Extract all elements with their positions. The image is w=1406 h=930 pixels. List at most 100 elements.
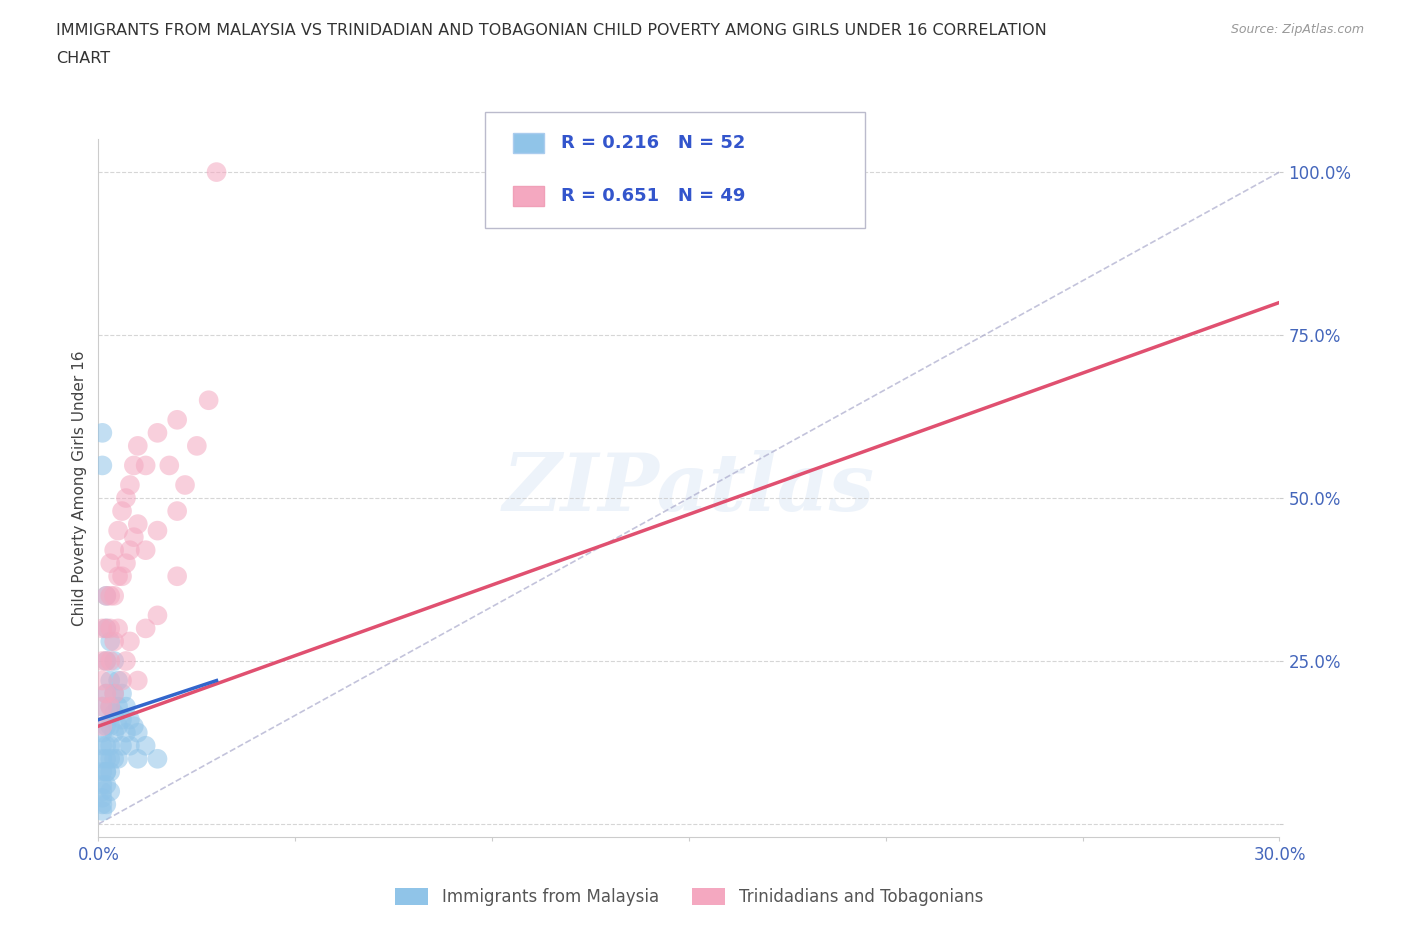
Text: R = 0.216   N = 52: R = 0.216 N = 52 — [561, 134, 745, 153]
Text: R = 0.651   N = 49: R = 0.651 N = 49 — [561, 187, 745, 206]
Point — [166, 412, 188, 427]
Point — [96, 686, 118, 701]
Point — [96, 751, 118, 766]
Point — [118, 738, 141, 753]
Point — [103, 634, 125, 649]
Point — [91, 764, 114, 779]
Point — [98, 764, 121, 779]
Point — [118, 634, 141, 649]
Point — [103, 706, 125, 721]
Point — [96, 621, 118, 636]
Point — [115, 491, 138, 506]
Point — [96, 621, 118, 636]
Point — [111, 569, 134, 584]
Point — [91, 777, 114, 792]
Point — [91, 719, 114, 734]
Point — [98, 654, 121, 669]
Point — [127, 438, 149, 453]
Point — [122, 530, 145, 545]
Point — [118, 712, 141, 727]
Text: ZIPatlas: ZIPatlas — [503, 449, 875, 527]
Point — [118, 543, 141, 558]
Point — [103, 725, 125, 740]
Point — [115, 654, 138, 669]
Point — [166, 504, 188, 519]
Point — [98, 621, 121, 636]
Point — [197, 392, 219, 407]
Point — [91, 738, 114, 753]
Point — [96, 764, 118, 779]
Point — [122, 458, 145, 472]
Point — [146, 751, 169, 766]
Point — [91, 458, 114, 472]
Point — [107, 569, 129, 584]
Point — [127, 517, 149, 532]
Point — [157, 458, 180, 472]
Point — [205, 165, 228, 179]
Y-axis label: Child Poverty Among Girls Under 16: Child Poverty Among Girls Under 16 — [72, 351, 87, 626]
Point — [103, 686, 125, 701]
Point — [91, 790, 114, 805]
Point — [107, 719, 129, 734]
Point — [96, 797, 118, 812]
Point — [98, 751, 121, 766]
Point — [98, 673, 121, 688]
Point — [96, 686, 118, 701]
Point — [107, 751, 129, 766]
Point — [98, 719, 121, 734]
Point — [98, 589, 121, 604]
Point — [107, 621, 129, 636]
Point — [98, 556, 121, 571]
Point — [107, 699, 129, 714]
Point — [174, 477, 197, 492]
Point — [103, 751, 125, 766]
Point — [103, 686, 125, 701]
Point — [98, 699, 121, 714]
Point — [91, 621, 114, 636]
Point — [166, 569, 188, 584]
Legend: Immigrants from Malaysia, Trinidadians and Tobagonians: Immigrants from Malaysia, Trinidadians a… — [388, 881, 990, 912]
Point — [91, 673, 114, 688]
Point — [115, 556, 138, 571]
Point — [91, 751, 114, 766]
Point — [186, 438, 208, 453]
Point — [146, 425, 169, 440]
Point — [111, 686, 134, 701]
Point — [111, 673, 134, 688]
Point — [107, 524, 129, 538]
Point — [98, 738, 121, 753]
Point — [135, 738, 157, 753]
Point — [96, 589, 118, 604]
Point — [146, 608, 169, 623]
Point — [127, 725, 149, 740]
Point — [103, 543, 125, 558]
Point — [96, 654, 118, 669]
Point — [96, 654, 118, 669]
Point — [122, 719, 145, 734]
Point — [98, 634, 121, 649]
Point — [98, 784, 121, 799]
Point — [103, 589, 125, 604]
Point — [107, 673, 129, 688]
Point — [115, 725, 138, 740]
Point — [98, 699, 121, 714]
Point — [91, 699, 114, 714]
Point — [91, 784, 114, 799]
Point — [96, 764, 118, 779]
Point — [118, 477, 141, 492]
Text: IMMIGRANTS FROM MALAYSIA VS TRINIDADIAN AND TOBAGONIAN CHILD POVERTY AMONG GIRLS: IMMIGRANTS FROM MALAYSIA VS TRINIDADIAN … — [56, 23, 1047, 38]
Point — [96, 589, 118, 604]
Point — [135, 621, 157, 636]
Point — [91, 699, 114, 714]
Point — [111, 712, 134, 727]
Text: CHART: CHART — [56, 51, 110, 66]
Point — [127, 673, 149, 688]
Point — [91, 654, 114, 669]
Point — [135, 458, 157, 472]
Point — [115, 699, 138, 714]
Point — [96, 738, 118, 753]
Text: Source: ZipAtlas.com: Source: ZipAtlas.com — [1230, 23, 1364, 36]
Point — [91, 804, 114, 818]
Point — [103, 654, 125, 669]
Point — [91, 425, 114, 440]
